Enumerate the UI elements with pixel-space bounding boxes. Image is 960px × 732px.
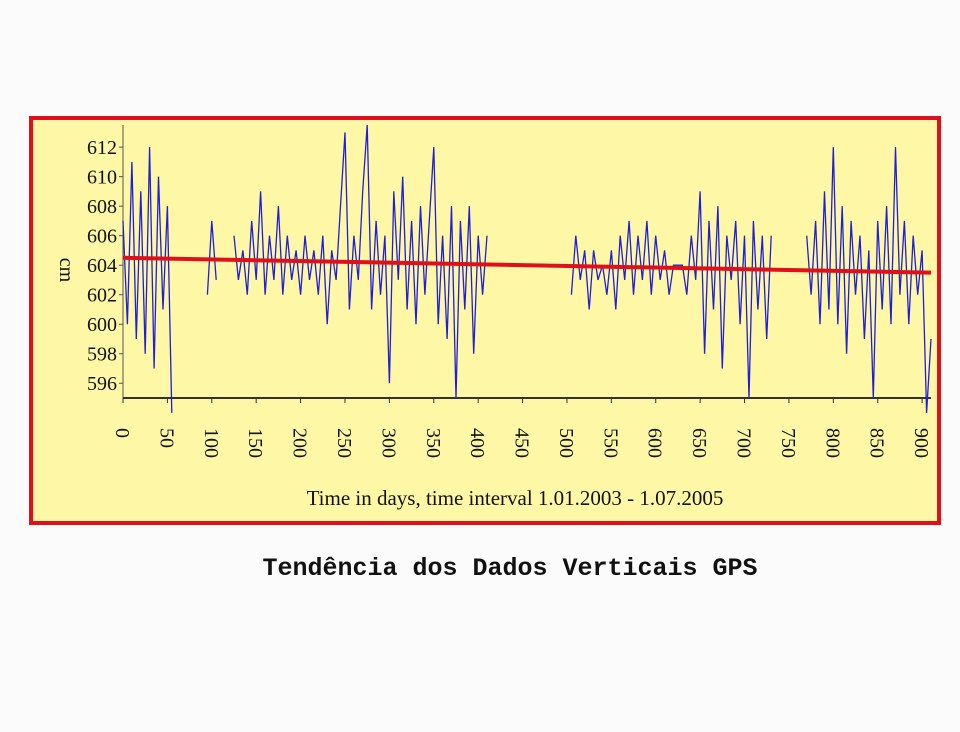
y-tick-label: 612 [87,137,117,159]
y-axis-label: cm [55,258,77,283]
x-tick-label: 350 [422,428,444,458]
y-tick-label: 598 [87,344,117,366]
x-tick-label: 200 [289,428,311,458]
x-tick-label: 100 [200,428,222,458]
caption: Tendência dos Dados Verticais GPS [262,554,757,583]
x-tick-label: 50 [155,428,177,448]
x-tick-label: 450 [511,428,533,458]
x-tick-label: 900 [910,428,932,458]
y-tick-label: 610 [87,167,117,189]
x-tick-label: 700 [733,428,755,458]
x-tick-label: 850 [866,428,888,458]
x-tick-label: 650 [688,428,710,458]
x-tick-label: 550 [599,428,621,458]
y-tick-label: 606 [87,226,117,248]
x-tick-label: 150 [244,428,266,458]
x-tick-label: 750 [777,428,799,458]
trend-line [122,255,932,275]
x-tick-label: 0 [111,428,133,438]
data-line [122,124,932,413]
y-tick-label: 596 [87,373,117,395]
x-axis-label: Time in days, time interval 1.01.2003 - … [307,486,724,510]
chart-frame [29,116,941,525]
x-tick-label: 250 [333,428,355,458]
y-tick-label: 608 [87,196,117,218]
x-tick-label: 500 [555,428,577,458]
y-tick-label: 604 [87,255,117,277]
x-tick-label: 800 [821,428,843,458]
y-tick-label: 600 [87,314,117,336]
x-tick-label: 600 [644,428,666,458]
y-tick-label: 602 [87,285,117,307]
x-tick-label: 400 [466,428,488,458]
x-tick-label: 300 [377,428,399,458]
